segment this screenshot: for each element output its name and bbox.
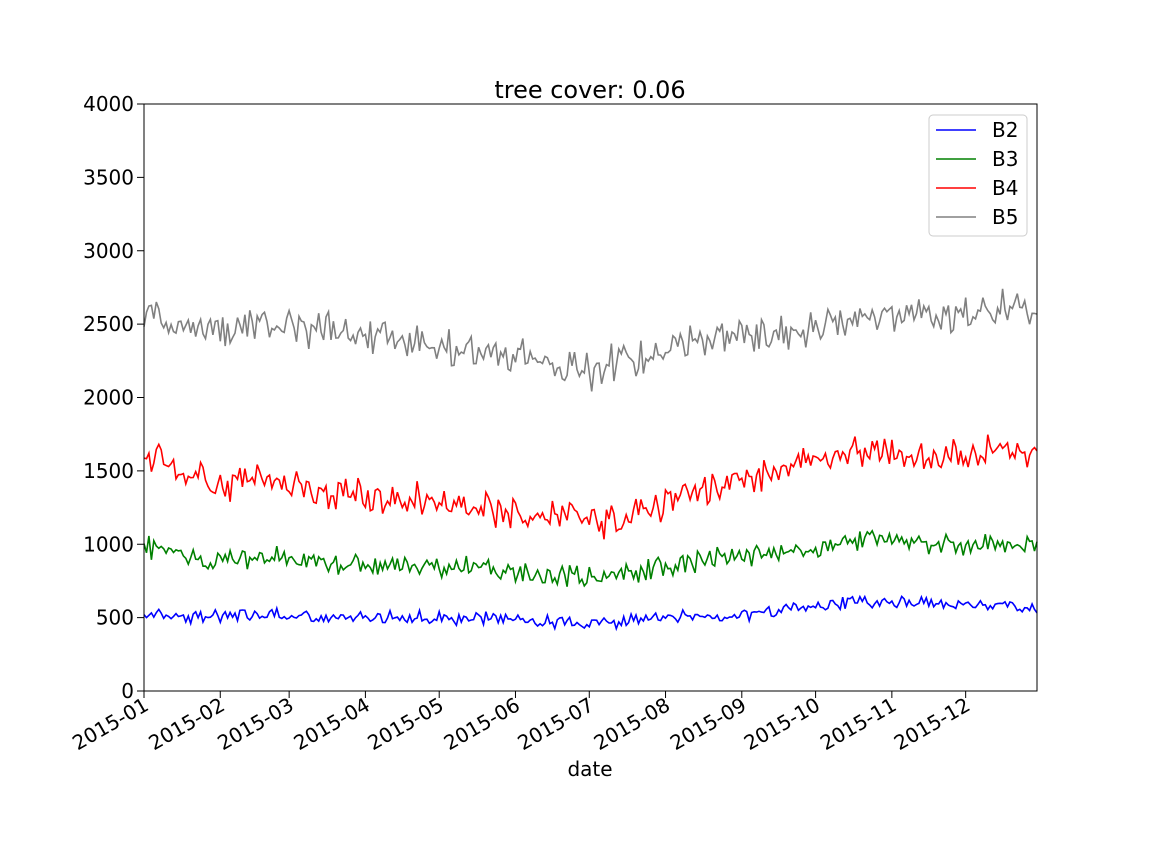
x-axis-label: date	[567, 757, 612, 781]
legend-label-b2: B2	[992, 118, 1018, 142]
y-tick-label: 0	[121, 679, 134, 703]
x-tick-label: 2015-12	[890, 693, 974, 756]
x-tick-label: 2015-04	[290, 693, 374, 756]
plot-frame	[143, 103, 1038, 692]
y-axis: 0 500 1000 1500 2000 2500 3000 3500 4000	[83, 92, 144, 703]
x-tick-label: 2015-08	[590, 693, 674, 756]
series-line-b5	[143, 288, 1038, 392]
legend-label-b3: B3	[992, 147, 1018, 171]
y-tick-label: 3500	[83, 165, 134, 189]
x-tick-label: 2015-06	[440, 693, 524, 756]
x-tick-label: 2015-07	[513, 693, 597, 756]
series-line-b3	[143, 529, 1038, 588]
y-tick-label: 4000	[83, 92, 134, 116]
y-tick-label: 1000	[83, 532, 134, 556]
x-tick-label: 2015-09	[666, 693, 750, 756]
legend-label-b4: B4	[992, 176, 1018, 200]
chart-title: tree cover: 0.06	[494, 76, 685, 104]
series-line-b2	[143, 594, 1038, 632]
y-tick-label: 3000	[83, 239, 134, 263]
legend-box	[928, 114, 1028, 237]
legend: B2 B3 B4 B5	[928, 114, 1028, 237]
x-tick-label: 2015-02	[144, 693, 228, 756]
series-line-b4	[143, 434, 1038, 540]
x-axis: 2015-012015-022015-032015-042015-052015-…	[68, 691, 974, 755]
y-tick-label: 1500	[83, 459, 134, 483]
x-tick-label: 2015-05	[363, 693, 447, 756]
legend-label-b5: B5	[992, 205, 1018, 229]
x-tick-label: 2015-11	[816, 693, 900, 756]
y-tick-label: 2500	[83, 312, 134, 336]
x-tick-label: 2015-01	[68, 693, 152, 756]
series-layer	[143, 288, 1038, 632]
y-tick-label: 500	[96, 606, 134, 630]
x-tick-label: 2015-10	[740, 693, 824, 756]
y-tick-label: 2000	[83, 386, 134, 410]
x-tick-label: 2015-03	[213, 693, 297, 756]
